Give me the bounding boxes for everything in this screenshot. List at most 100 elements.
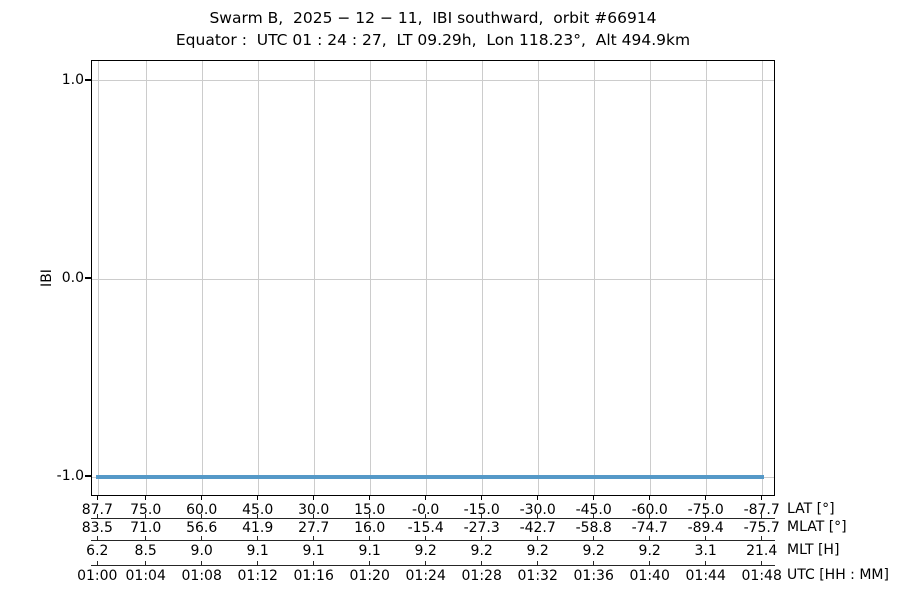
x-tick-label: -0.0 bbox=[412, 501, 440, 518]
y-tick-mark bbox=[85, 277, 91, 279]
x-tick-mark bbox=[537, 536, 539, 540]
x-tick-label: 9.2 bbox=[470, 543, 493, 559]
x-tick-label: -87.7 bbox=[743, 501, 780, 518]
x-tick-label: 01:20 bbox=[349, 568, 390, 584]
x-tick-label: 75.0 bbox=[130, 501, 162, 518]
x-tick-mark bbox=[96, 561, 98, 566]
x-tick-label: 41.9 bbox=[242, 520, 274, 536]
x-axis-spine bbox=[91, 540, 775, 542]
x-tick-mark bbox=[96, 536, 98, 540]
x-axis-unit-label: MLT [H] bbox=[787, 542, 840, 558]
x-tick-mark bbox=[425, 496, 427, 500]
x-tick-label: 01:28 bbox=[461, 568, 502, 584]
ibi-series-line bbox=[96, 475, 764, 479]
x-tick-mark bbox=[313, 536, 315, 540]
x-tick-label: 30.0 bbox=[298, 501, 330, 518]
x-tick-label: -74.7 bbox=[631, 520, 668, 536]
x-tick-mark bbox=[537, 496, 539, 500]
gridline-vertical bbox=[538, 61, 540, 495]
y-tick-mark bbox=[85, 79, 91, 81]
x-axis-unit-label: MLAT [°] bbox=[787, 519, 847, 535]
x-tick-label: 3.1 bbox=[694, 543, 717, 559]
x-tick-label: -60.0 bbox=[631, 501, 668, 518]
x-axis-spine bbox=[91, 518, 775, 520]
x-tick-mark bbox=[145, 514, 147, 518]
x-tick-label: -30.0 bbox=[519, 501, 556, 518]
x-tick-mark bbox=[649, 536, 651, 540]
x-tick-mark bbox=[96, 514, 98, 518]
gridline-vertical bbox=[706, 61, 708, 495]
x-tick-label: 9.2 bbox=[582, 543, 605, 559]
y-tick-label: 1.0 bbox=[61, 71, 84, 88]
x-tick-mark bbox=[593, 561, 595, 566]
y-tick-label: -1.0 bbox=[56, 468, 84, 485]
x-tick-mark bbox=[369, 514, 371, 518]
x-tick-label: 01:32 bbox=[517, 568, 558, 584]
x-tick-mark bbox=[201, 514, 203, 518]
x-tick-mark bbox=[425, 514, 427, 518]
x-tick-mark bbox=[593, 496, 595, 500]
x-tick-label: 9.2 bbox=[526, 543, 549, 559]
x-axis-unit-label: LAT [°] bbox=[787, 500, 835, 517]
gridline-vertical bbox=[370, 61, 372, 495]
x-tick-label: 87.7 bbox=[81, 501, 113, 518]
x-tick-label: -15.4 bbox=[407, 520, 444, 536]
x-tick-label: 6.2 bbox=[86, 543, 109, 559]
gridline-vertical bbox=[314, 61, 316, 495]
x-tick-mark bbox=[761, 536, 763, 540]
x-tick-mark bbox=[593, 514, 595, 518]
x-tick-label: 9.0 bbox=[190, 543, 213, 559]
x-tick-label: 45.0 bbox=[242, 501, 274, 518]
x-tick-label: 21.4 bbox=[746, 543, 778, 559]
x-tick-mark bbox=[425, 536, 427, 540]
x-tick-mark bbox=[145, 561, 147, 566]
x-tick-mark bbox=[201, 536, 203, 540]
x-tick-mark bbox=[761, 496, 763, 500]
x-tick-mark bbox=[481, 536, 483, 540]
x-tick-mark bbox=[537, 561, 539, 566]
x-tick-label: 01:08 bbox=[181, 568, 222, 584]
x-tick-label: 01:16 bbox=[293, 568, 334, 584]
x-tick-mark bbox=[257, 561, 259, 566]
gridline-vertical bbox=[258, 61, 260, 495]
x-tick-mark bbox=[481, 514, 483, 518]
x-tick-mark bbox=[705, 536, 707, 540]
x-tick-label: 01:48 bbox=[741, 568, 782, 584]
x-tick-label: 9.2 bbox=[414, 543, 437, 559]
x-tick-mark bbox=[201, 496, 203, 500]
x-tick-label: 71.0 bbox=[130, 520, 162, 536]
y-tick-label: 0.0 bbox=[61, 270, 84, 286]
x-tick-label: 01:00 bbox=[77, 568, 118, 584]
x-tick-label: -42.7 bbox=[519, 520, 556, 536]
x-tick-mark bbox=[313, 561, 315, 566]
y-tick-mark bbox=[85, 475, 91, 477]
x-tick-mark bbox=[369, 496, 371, 500]
x-tick-mark bbox=[593, 536, 595, 540]
gridline-vertical bbox=[97, 61, 99, 495]
x-tick-mark bbox=[201, 561, 203, 566]
x-tick-label: -27.3 bbox=[463, 520, 500, 536]
x-tick-mark bbox=[649, 496, 651, 500]
gridline-vertical bbox=[426, 61, 428, 495]
x-tick-label: 15.0 bbox=[354, 501, 386, 518]
x-tick-mark bbox=[761, 561, 763, 566]
x-tick-label: 9.1 bbox=[358, 543, 381, 559]
x-tick-label: 60.0 bbox=[186, 501, 218, 518]
x-tick-mark bbox=[369, 561, 371, 566]
chart-subtitle: Equator : UTC 01 : 24 : 27, LT 09.29h, L… bbox=[175, 31, 691, 49]
gridline-vertical bbox=[202, 61, 204, 495]
x-axis-spine bbox=[91, 565, 775, 567]
x-tick-label: 01:04 bbox=[125, 568, 166, 584]
x-tick-mark bbox=[96, 496, 98, 500]
x-tick-label: -75.0 bbox=[687, 501, 724, 518]
x-tick-label: 56.6 bbox=[186, 520, 218, 536]
x-tick-mark bbox=[481, 561, 483, 566]
x-tick-mark bbox=[257, 536, 259, 540]
x-tick-mark bbox=[537, 514, 539, 518]
x-tick-mark bbox=[145, 536, 147, 540]
gridline-horizontal bbox=[92, 278, 774, 280]
x-tick-mark bbox=[369, 536, 371, 540]
x-tick-label: 01:40 bbox=[629, 568, 670, 584]
x-tick-label: -75.7 bbox=[743, 520, 780, 536]
